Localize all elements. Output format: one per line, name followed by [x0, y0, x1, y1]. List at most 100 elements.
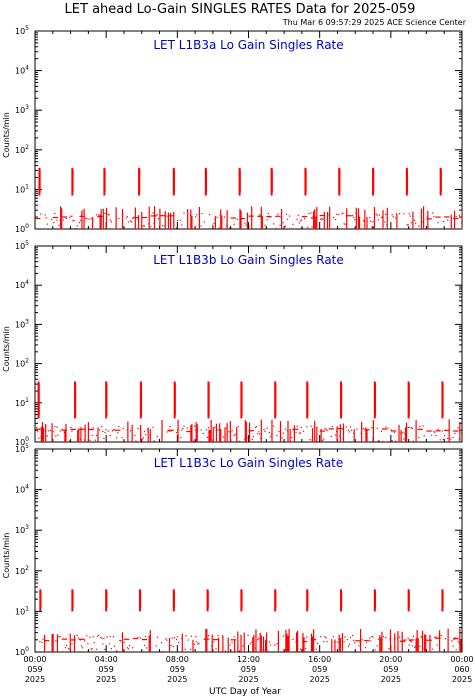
data-point — [410, 640, 412, 642]
data-point — [309, 439, 311, 441]
data-point — [156, 636, 158, 638]
data-point — [172, 645, 174, 648]
data-point — [143, 644, 146, 646]
data-point — [362, 220, 364, 222]
data-point — [42, 638, 44, 640]
data-point — [55, 435, 57, 437]
y-tick-label: 102 — [15, 565, 29, 576]
y-tick-label: 100 — [15, 646, 29, 657]
data-point — [195, 636, 197, 638]
data-point — [65, 217, 68, 220]
data-point — [296, 218, 298, 220]
data-point — [59, 635, 61, 637]
data-point — [434, 636, 436, 638]
data-point — [370, 220, 372, 222]
data-point — [202, 432, 204, 435]
data-point — [418, 225, 420, 227]
data-point — [310, 425, 312, 427]
data-point — [372, 221, 374, 223]
y-tick-label: 102 — [15, 358, 29, 369]
data-point — [341, 213, 343, 215]
data-point — [113, 429, 116, 431]
x-tick-year: 2025 — [167, 675, 187, 684]
data-point — [92, 427, 94, 429]
data-point — [383, 635, 385, 638]
data-point — [96, 635, 99, 637]
data-point — [40, 213, 42, 215]
x-tick-time: 08:00 — [166, 655, 189, 664]
data-point — [266, 219, 268, 221]
data-point — [311, 226, 313, 228]
data-point — [277, 213, 279, 215]
data-point — [89, 636, 91, 638]
data-point — [125, 217, 127, 219]
data-point — [269, 436, 272, 438]
data-point — [180, 219, 182, 221]
data-point — [412, 440, 415, 442]
data-point — [361, 639, 363, 641]
data-point — [234, 433, 236, 435]
y-axis-label: Counts/min — [2, 326, 11, 372]
data-point — [106, 636, 108, 638]
data-point — [304, 218, 306, 220]
data-point — [132, 217, 134, 219]
data-point — [128, 645, 131, 647]
panel-title: LET L1B3b Lo Gain Singles Rate — [153, 253, 344, 267]
data-point — [454, 432, 456, 435]
data-point — [263, 429, 265, 431]
x-tick-doy: 059 — [312, 665, 327, 674]
data-point — [58, 224, 60, 226]
y-tick-label: 100 — [15, 436, 29, 447]
data-point — [251, 438, 253, 440]
data-point — [410, 222, 412, 224]
data-point — [418, 436, 420, 439]
data-point — [94, 439, 96, 441]
data-series — [39, 589, 462, 652]
data-point — [126, 215, 129, 218]
data-point — [135, 440, 137, 442]
data-point — [91, 434, 93, 437]
data-point — [69, 217, 71, 219]
data-point — [231, 430, 233, 432]
data-point — [385, 426, 387, 428]
y-tick-label: 103 — [15, 524, 29, 535]
data-point — [376, 214, 378, 216]
y-tick-label: 105 — [15, 25, 29, 36]
x-axis-title: UTC Day of Year — [209, 687, 281, 697]
data-point — [45, 217, 47, 219]
data-point — [362, 427, 364, 430]
data-point — [407, 223, 409, 226]
data-point — [53, 222, 55, 224]
data-point — [370, 640, 372, 642]
data-point — [170, 644, 172, 647]
data-point — [264, 430, 266, 433]
data-point — [267, 212, 269, 215]
data-point — [93, 642, 95, 644]
data-point — [109, 635, 111, 638]
data-point — [57, 434, 59, 436]
data-point — [457, 641, 459, 643]
data-point — [354, 219, 356, 221]
x-tick-doy: 059 — [383, 665, 398, 674]
data-point — [338, 213, 340, 216]
data-point — [413, 646, 416, 649]
data-point — [107, 430, 109, 432]
data-point — [166, 431, 168, 433]
data-series — [35, 167, 462, 229]
data-point — [95, 214, 98, 216]
data-point — [411, 427, 414, 429]
data-point — [381, 440, 384, 442]
data-point — [244, 222, 246, 224]
data-point — [407, 637, 409, 639]
data-point — [292, 638, 294, 640]
data-point — [349, 636, 352, 639]
data-point — [346, 639, 348, 641]
data-point — [408, 426, 410, 429]
data-point — [249, 643, 251, 645]
data-point — [108, 643, 110, 645]
data-point — [299, 648, 301, 650]
data-point — [358, 645, 360, 647]
data-point — [310, 212, 312, 214]
